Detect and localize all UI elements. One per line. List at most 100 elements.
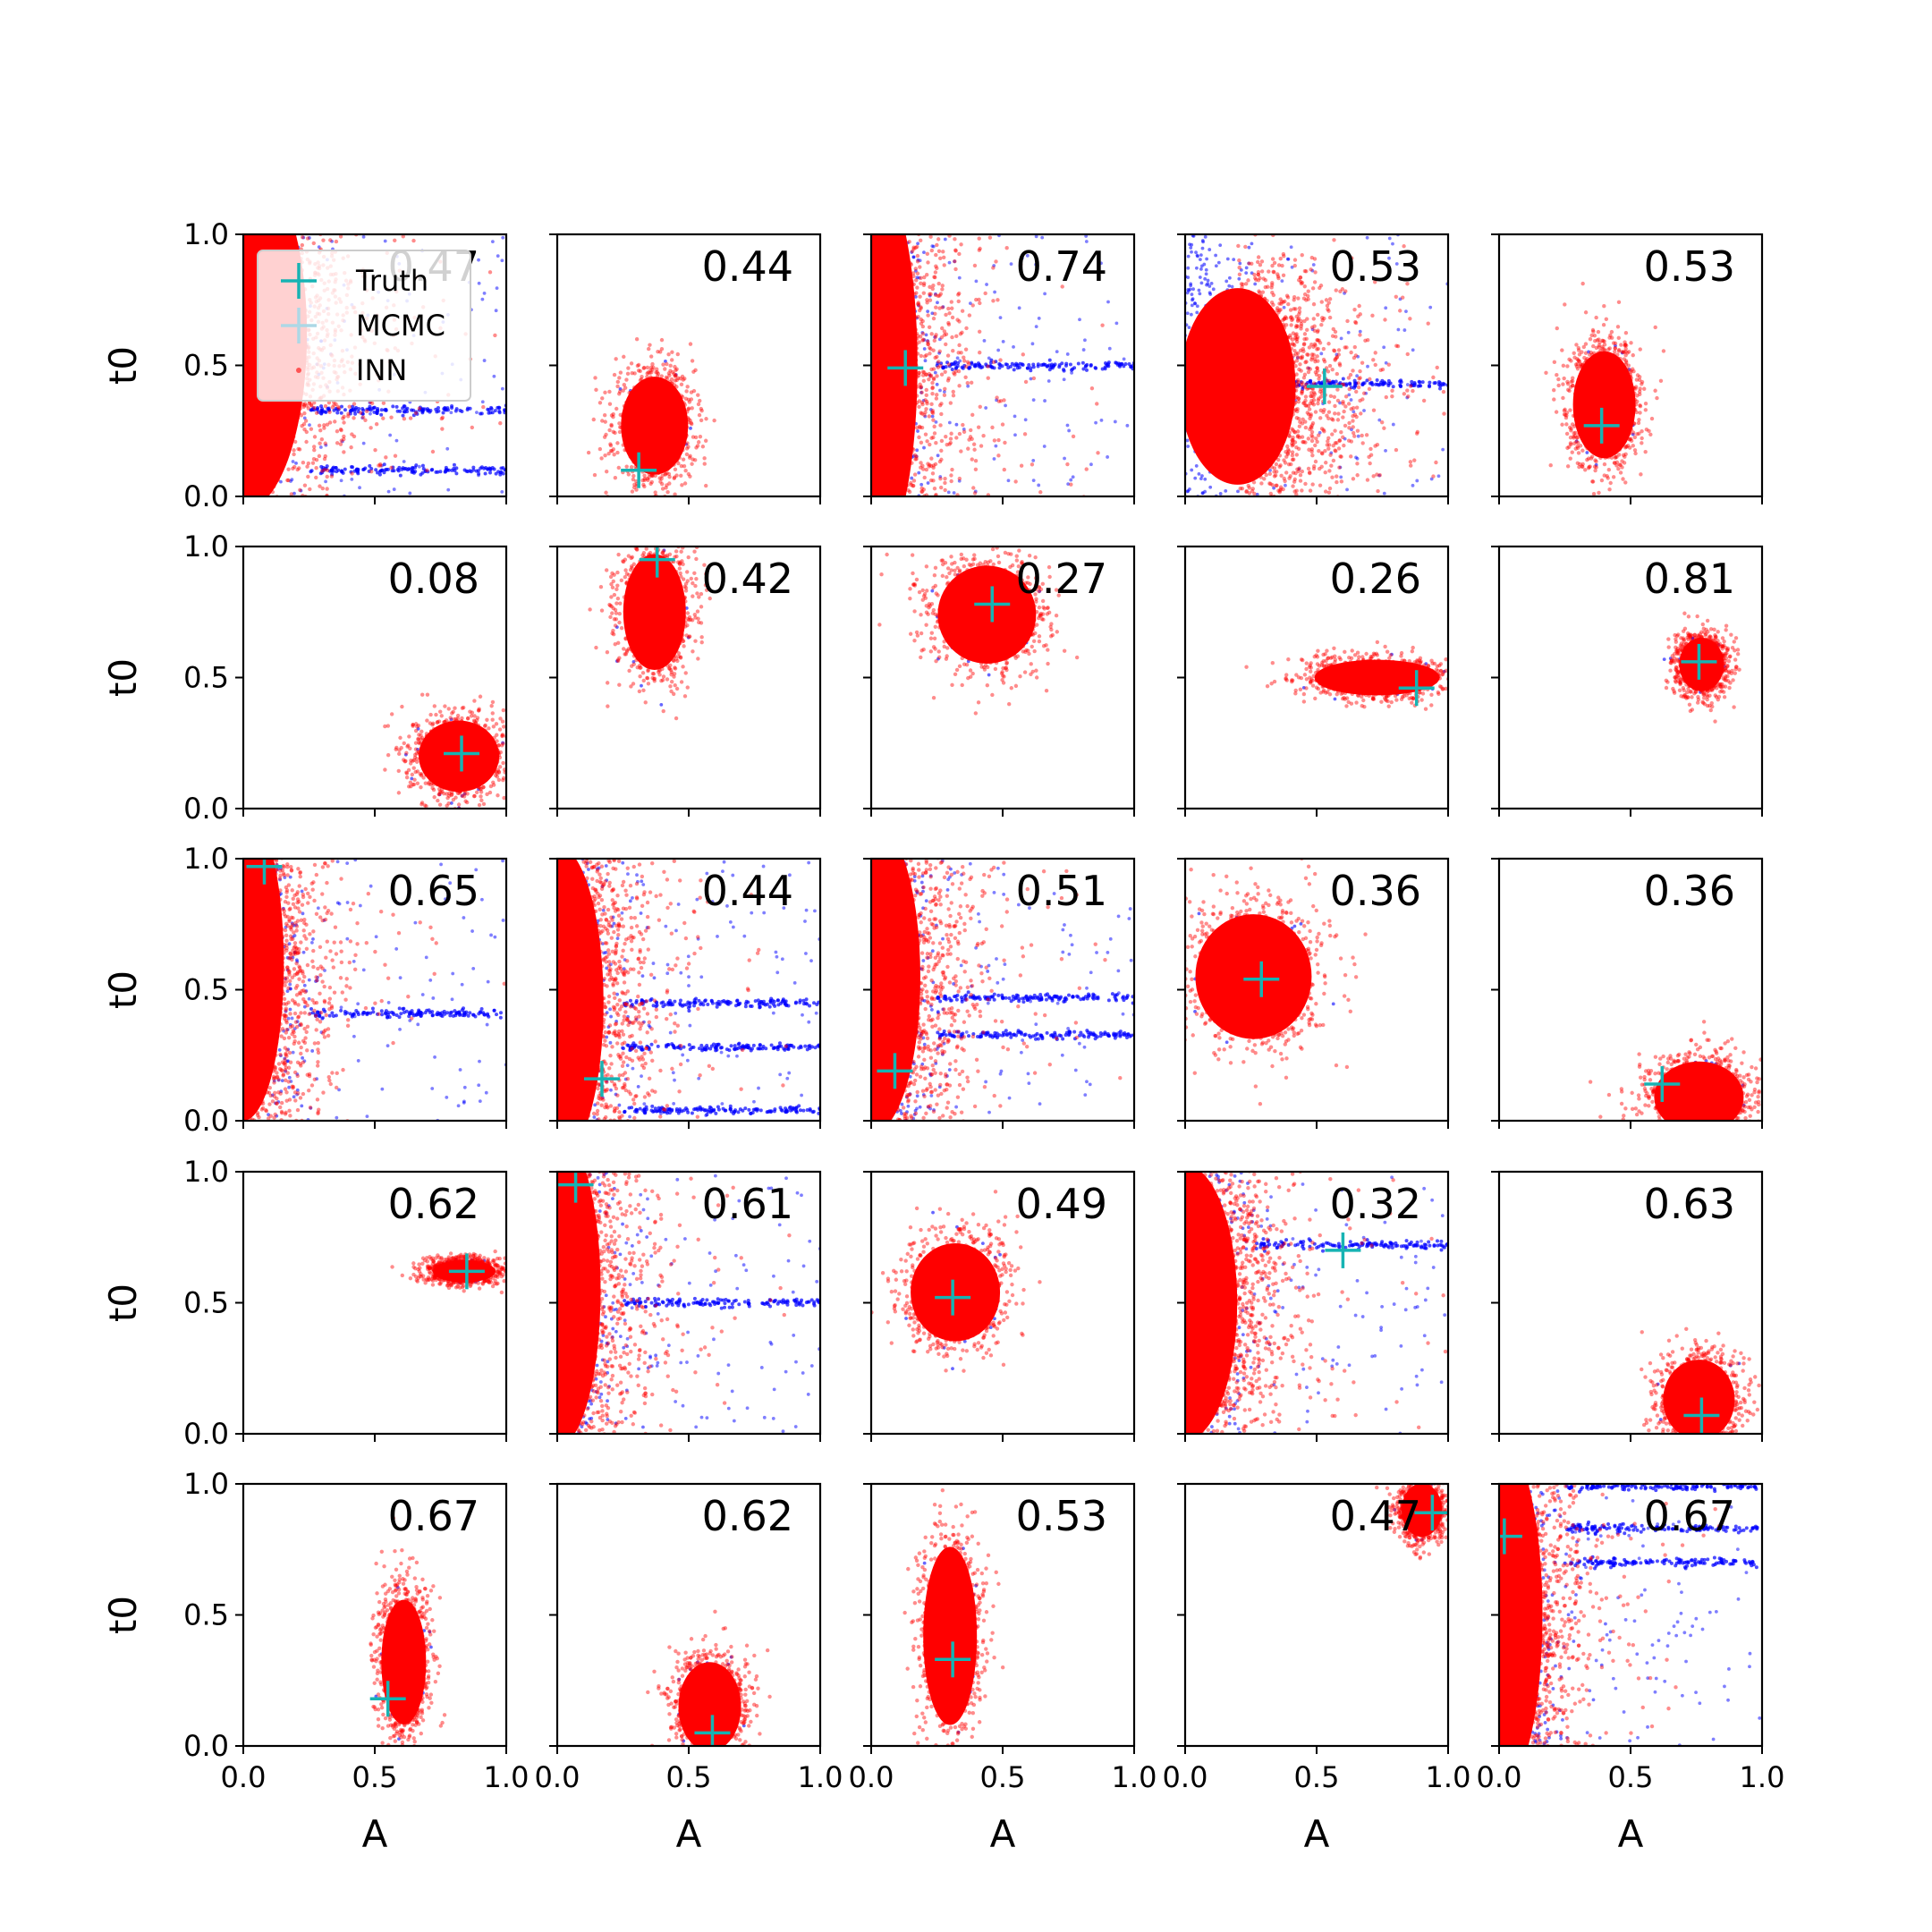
- inn-point: [617, 376, 621, 379]
- inn-point: [957, 180, 961, 183]
- inn-point: [698, 399, 701, 402]
- inn-point: [248, 123, 251, 126]
- inn-point: [895, 669, 899, 673]
- inn-point: [324, 442, 327, 445]
- mcmc-point: [1031, 342, 1035, 345]
- inn-point: [913, 501, 917, 504]
- inn-point: [923, 354, 927, 358]
- inn-point: [660, 338, 664, 342]
- inn-point: [922, 275, 926, 279]
- inn-point: [880, 733, 884, 737]
- inn-point: [277, 165, 281, 169]
- mcmc-point: [984, 406, 987, 410]
- inn-point: [309, 223, 312, 226]
- inn-point: [885, 5, 888, 9]
- inn-point: [877, 827, 880, 831]
- inn-point: [530, 277, 533, 281]
- inn-point: [929, 456, 933, 460]
- inn-point: [926, 507, 929, 511]
- inn-point: [699, 435, 702, 438]
- inn-point: [292, 201, 296, 205]
- inn-point: [335, 516, 338, 520]
- inn-point: [693, 458, 697, 462]
- inn-point: [879, 506, 883, 510]
- inn-point: [607, 428, 611, 432]
- inn-point: [874, 721, 877, 724]
- mcmc-point: [395, 405, 399, 409]
- inn-point: [674, 373, 677, 377]
- inn-point: [247, 501, 250, 504]
- inn-point: [891, 597, 894, 601]
- inn-point: [254, 182, 258, 185]
- inn-point: [336, 503, 340, 506]
- inn-point: [402, 203, 406, 207]
- inn-point: [382, 166, 386, 170]
- mcmc-point: [927, 481, 930, 485]
- mcmc-point: [340, 411, 343, 415]
- inn-point: [967, 361, 970, 365]
- inn-point: [668, 364, 672, 368]
- inn-point: [271, 209, 275, 213]
- inn-point: [336, 405, 340, 409]
- inn-point: [699, 409, 703, 412]
- inn-point: [328, 420, 332, 424]
- mcmc-point: [916, 242, 919, 245]
- inn-point: [938, 222, 942, 225]
- inn-point: [883, 605, 886, 608]
- inn-point: [915, 587, 919, 590]
- inn-point: [352, 435, 356, 438]
- inn-point: [950, 300, 953, 303]
- inn-point: [402, 417, 406, 420]
- inn-point: [909, 201, 912, 205]
- subplots: 0.00.51.0t00.470.440.740.530.530.00.51.0…: [101, 0, 1791, 1932]
- inn-point: [938, 555, 942, 558]
- mcmc-point: [1066, 352, 1070, 356]
- inn-point: [311, 461, 315, 464]
- inn-point: [510, 196, 513, 199]
- inn-point: [247, 176, 250, 180]
- mcmc-point: [1064, 362, 1068, 366]
- inn-point: [626, 372, 630, 376]
- inn-point: [642, 366, 646, 369]
- inn-point: [892, 194, 895, 198]
- inn-point: [934, 50, 937, 54]
- inn-point: [1090, 386, 1094, 390]
- inn-point: [893, 594, 896, 597]
- inn-point: [277, 539, 281, 543]
- inn-point: [259, 518, 263, 521]
- inn-point: [301, 30, 304, 33]
- inn-point: [894, 745, 898, 749]
- inn-point: [312, 457, 316, 461]
- inn-point: [373, 448, 377, 452]
- mcmc-point: [917, 471, 920, 475]
- inn-point: [883, 171, 886, 174]
- inn-point: [701, 445, 705, 448]
- inn-point: [272, 174, 275, 178]
- inn-point: [418, 406, 421, 410]
- inn-point: [298, 488, 301, 492]
- mcmc-point: [368, 464, 371, 468]
- inn-point: [879, 122, 883, 125]
- inn-point: [615, 441, 619, 445]
- inn-point: [918, 294, 921, 298]
- inn-point: [246, 163, 250, 166]
- inn-point: [958, 477, 962, 480]
- inn-point: [940, 326, 944, 330]
- inn-point: [953, 237, 956, 241]
- inn-point: [886, 202, 890, 206]
- inn-point: [932, 367, 936, 370]
- inn-point: [917, 371, 920, 375]
- inn-point: [886, 115, 890, 119]
- inn-point: [604, 491, 607, 495]
- mcmc-point: [1016, 363, 1020, 367]
- inn-point: [876, 169, 879, 173]
- inn-point: [326, 72, 329, 76]
- inn-point: [920, 691, 924, 694]
- inn-point: [630, 465, 633, 469]
- mcmc-point: [335, 411, 339, 414]
- inn-point: [254, 153, 258, 157]
- inn-point: [928, 225, 931, 228]
- inn-point: [273, 229, 276, 233]
- inn-point: [895, 136, 899, 140]
- inn-point: [291, 208, 294, 212]
